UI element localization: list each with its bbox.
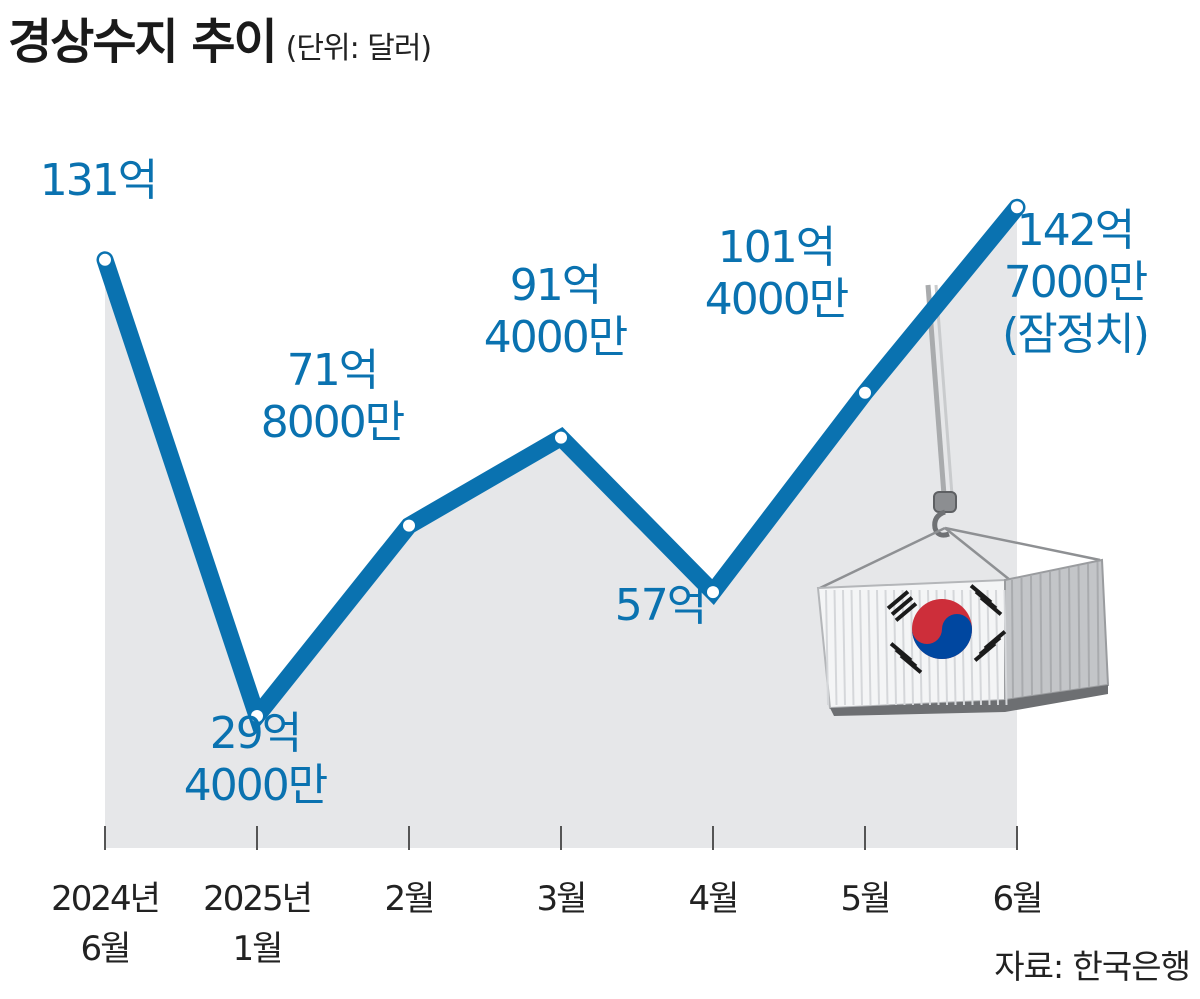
area-fill (105, 207, 1017, 849)
data-point-5 (859, 386, 871, 399)
data-label-0: 131억 (40, 155, 156, 206)
area-fill-layer (105, 207, 1017, 849)
rib-side (1039, 573, 1043, 694)
x-tick-label-3: 3월 (537, 879, 586, 919)
chart-title: 경상수지 추이 (단위: 달러) (8, 2, 432, 72)
data-label-line: 101억 (718, 222, 834, 273)
rib (842, 589, 846, 706)
rib-side (1058, 569, 1062, 692)
source-note: 자료: 한국은행 (994, 947, 1191, 986)
rib (825, 589, 829, 706)
data-label-line: 71억 (287, 345, 377, 396)
rib-side (1049, 571, 1052, 693)
x-tick-label-line: 6월 (81, 929, 130, 969)
data-label-4: 57억 (615, 580, 705, 631)
rib-side (1011, 579, 1014, 699)
korean-flag (886, 584, 1007, 674)
x-tick-label-line: 2024년 (51, 879, 159, 919)
data-label-line: 7000만 (1004, 257, 1147, 308)
container-bottom (830, 685, 1108, 716)
x-tick-label-line: 2025년 (203, 879, 311, 919)
rib (901, 589, 906, 706)
data-label-line: 57억 (615, 580, 705, 631)
x-tick-label-4: 4월 (689, 879, 738, 919)
rib (850, 589, 855, 706)
data-label-line: 142억 (1017, 205, 1133, 256)
rib-side (1077, 565, 1081, 689)
x-tick-label-2: 2월 (385, 879, 434, 919)
trigram-upper-right (969, 584, 1003, 616)
data-label-1: 29억 4000만 (184, 708, 327, 811)
rib (1003, 589, 1008, 706)
rope-right (944, 526, 1101, 562)
data-label-line: 29억 (210, 708, 300, 759)
container-side (1004, 558, 1110, 702)
rope-left (819, 526, 946, 590)
data-label-line: 8000만 (261, 397, 404, 448)
unit-label: (단위: 달러) (285, 31, 432, 66)
data-point-1 (251, 709, 263, 722)
data-label-line: 131억 (40, 155, 156, 206)
data-points-layer (99, 201, 1023, 722)
container-icon (816, 284, 1110, 716)
x-tick-label-line: 3월 (537, 879, 586, 919)
rib-side (1096, 561, 1100, 686)
data-label-line: 91억 (510, 260, 600, 311)
x-tick-label-line: 2월 (385, 879, 434, 919)
x-tick-label-line: 5월 (841, 879, 890, 919)
data-point-0 (99, 253, 111, 266)
tick-labels-layer: 2024년 6월 2025년 1월 2월 3월 4월 5월 6월 (51, 879, 1043, 969)
rib (978, 589, 982, 706)
data-label-line: 4000만 (184, 760, 327, 811)
rib (867, 589, 872, 706)
trigram-upper-left (886, 590, 918, 622)
rib-side (1087, 563, 1090, 687)
data-label-3: 91억 4000만 (484, 260, 627, 363)
rib (969, 589, 974, 706)
rope-mid (944, 527, 1011, 581)
data-label-line: 4000만 (705, 274, 848, 325)
data-label-6: 142억 7000만 (잠정치) (1002, 205, 1148, 360)
rib-side (1020, 577, 1024, 697)
data-point-2 (403, 519, 415, 532)
hook (932, 509, 950, 538)
rib (876, 589, 880, 706)
cable-highlight (934, 284, 954, 496)
rib (884, 589, 889, 706)
data-label-2: 71억 8000만 (261, 345, 404, 448)
data-label-line: 4000만 (484, 312, 627, 363)
data-label-line: (잠정치) (1002, 309, 1148, 360)
trigram-lower-left (889, 642, 923, 674)
x-axis (104, 826, 1018, 850)
x-tick-label-line: 4월 (689, 879, 738, 919)
data-point-4 (707, 586, 719, 599)
data-point-3 (555, 431, 567, 444)
trigram-lower-right (973, 630, 1007, 662)
x-tick-label-1: 2025년 1월 (203, 879, 311, 969)
data-label-5: 101억 4000만 (705, 222, 848, 325)
x-tick-label-6: 6월 (993, 879, 1042, 919)
x-tick-label-5: 5월 (841, 879, 890, 919)
rib-side (1030, 575, 1033, 696)
rib (859, 589, 863, 706)
rib-side (1068, 567, 1071, 690)
title-text: 경상수지 추이 (8, 14, 278, 70)
taegeuk-blue (912, 614, 972, 659)
x-tick-label-line: 6월 (993, 879, 1042, 919)
data-point-6 (1011, 201, 1023, 214)
x-tick-label-0: 2024년 6월 (51, 879, 159, 969)
x-tick-label-line: 1월 (233, 929, 282, 969)
hook-block (933, 491, 957, 513)
rib (833, 589, 838, 706)
